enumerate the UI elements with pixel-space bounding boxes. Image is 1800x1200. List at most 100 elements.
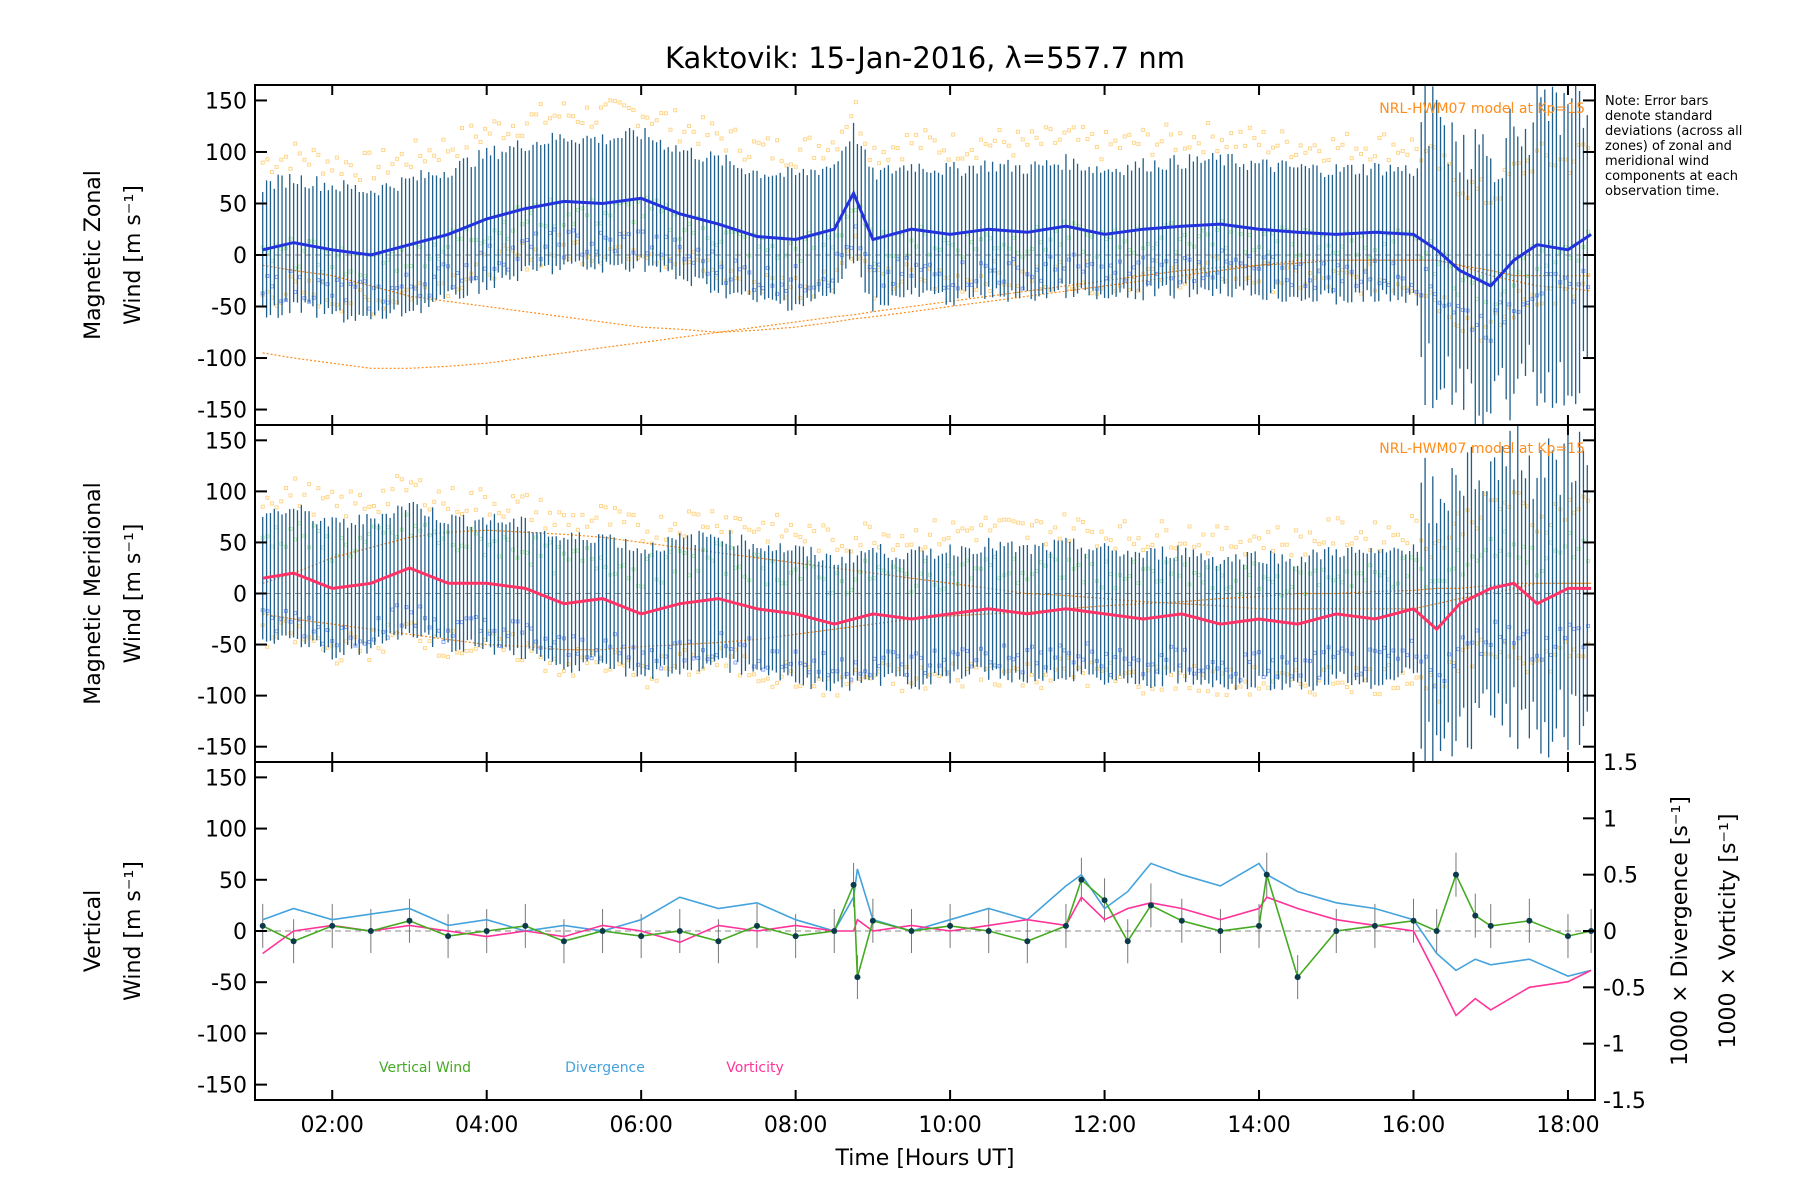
zone-sample-marker [1020, 683, 1025, 688]
zone-sample-marker [872, 541, 877, 546]
zone-sample-marker [789, 284, 793, 289]
zone-sample-marker [580, 655, 585, 660]
vertical-wind-point [1410, 917, 1417, 924]
zone-sample-marker [839, 544, 844, 549]
vorticity-line [262, 895, 1592, 1017]
zone-sample-marker [279, 620, 284, 625]
zone-sample-marker [937, 150, 942, 155]
zone-sample-marker [1020, 254, 1025, 259]
zone-sample-marker [1368, 255, 1373, 260]
zone-sample-marker [626, 512, 631, 517]
x-tick-label: 14:00 [1227, 1113, 1290, 1138]
zone-sample-marker [1067, 656, 1072, 661]
zone-sample-marker [1048, 530, 1053, 535]
zone-sample-marker [1447, 315, 1452, 320]
zone-sample-marker [501, 136, 506, 141]
zone-sample-marker [371, 504, 376, 509]
zone-sample-marker [473, 646, 478, 651]
vertical-wind-point [1433, 928, 1440, 934]
zone-sample-marker [1090, 529, 1095, 534]
zone-sample-marker [311, 523, 316, 528]
zone-sample-marker [543, 526, 548, 531]
zone-sample-marker [1553, 163, 1558, 168]
zone-sample-marker [765, 136, 770, 141]
zone-sample-marker [1076, 563, 1081, 568]
zone-sample-marker [631, 513, 636, 518]
zone-sample-marker [728, 268, 733, 273]
zone-sample-marker [765, 582, 770, 587]
zone-sample-marker [404, 605, 409, 610]
zone-sample-marker [395, 534, 400, 539]
zone-sample-marker [311, 239, 316, 244]
zone-sample-marker [1493, 308, 1498, 313]
zone-sample-marker [362, 151, 367, 156]
zone-sample-marker [705, 555, 710, 560]
zone-sample-marker [918, 145, 923, 150]
zone-sample-marker [390, 162, 395, 167]
zone-sample-marker [983, 651, 988, 656]
zone-sample-marker [1233, 545, 1238, 550]
zone-sample-marker [1484, 640, 1489, 645]
zone-sample-marker [1530, 292, 1535, 297]
zone-sample-marker [348, 269, 353, 274]
zone-sample-marker [1224, 525, 1229, 530]
zone-sample-marker [307, 162, 312, 167]
zone-sample-marker [983, 232, 988, 237]
y-axis-units-label: Wind [m s⁻¹] [121, 524, 146, 664]
zone-sample-marker [636, 662, 641, 667]
zone-sample-marker [557, 634, 562, 639]
zone-sample-marker [1025, 535, 1030, 540]
zone-sample-marker [566, 661, 571, 666]
zone-sample-marker [497, 231, 502, 236]
zone-sample-marker [719, 136, 724, 141]
zone-sample-marker [1145, 566, 1150, 571]
zone-sample-marker [1460, 532, 1465, 537]
zone-sample-marker [992, 138, 997, 143]
zone-sample-marker [1206, 120, 1211, 125]
zone-sample-marker [395, 156, 400, 161]
zone-sample-marker [427, 507, 432, 512]
zone-sample-marker [1187, 686, 1192, 691]
zone-sample-marker [969, 147, 974, 152]
zone-sample-marker [816, 143, 821, 148]
zone-sample-marker [557, 510, 562, 515]
zone-sample-marker [464, 263, 469, 268]
zone-sample-marker [446, 655, 451, 660]
zone-sample-marker [826, 527, 831, 532]
zone-sample-marker [1039, 141, 1044, 146]
zone-sample-marker [1484, 335, 1489, 340]
zone-sample-marker [1345, 131, 1350, 136]
zone-sample-marker [1182, 541, 1187, 546]
zone-sample-marker [1321, 567, 1326, 572]
y-tick-label: 100 [205, 818, 247, 843]
zone-sample-marker [381, 488, 386, 493]
zone-sample-marker [557, 242, 562, 247]
zone-sample-marker [1108, 142, 1113, 147]
zone-sample-marker [1252, 280, 1257, 285]
zone-sample-marker [928, 663, 933, 668]
zone-sample-marker [1067, 557, 1072, 562]
zone-sample-marker [626, 657, 631, 662]
zone-sample-marker [738, 673, 743, 678]
zone-sample-marker [1530, 523, 1535, 528]
zone-sample-marker [1321, 261, 1326, 266]
zone-sample-marker [575, 527, 580, 532]
zone-sample-marker [1187, 145, 1192, 150]
zone-sample-marker [904, 672, 909, 677]
zone-sample-marker [561, 101, 566, 106]
zone-sample-marker [1562, 544, 1567, 549]
zone-sample-marker [1349, 690, 1354, 695]
panels: NRL-HWM07 model at Kp=15150100500-50-100… [81, 84, 1741, 1138]
zone-sample-marker [358, 492, 363, 497]
zone-sample-marker [974, 538, 979, 543]
y-tick-label: 0 [233, 244, 247, 269]
zone-sample-marker [497, 511, 502, 516]
zone-sample-marker [770, 684, 775, 689]
zone-sample-marker [1470, 180, 1475, 185]
zone-sample-marker [1437, 699, 1442, 704]
zone-sample-marker [1099, 529, 1104, 534]
zone-sample-marker [418, 244, 423, 249]
zone-sample-marker [1215, 256, 1220, 261]
vertical-wind-point [483, 928, 490, 934]
zone-sample-marker [446, 506, 451, 511]
